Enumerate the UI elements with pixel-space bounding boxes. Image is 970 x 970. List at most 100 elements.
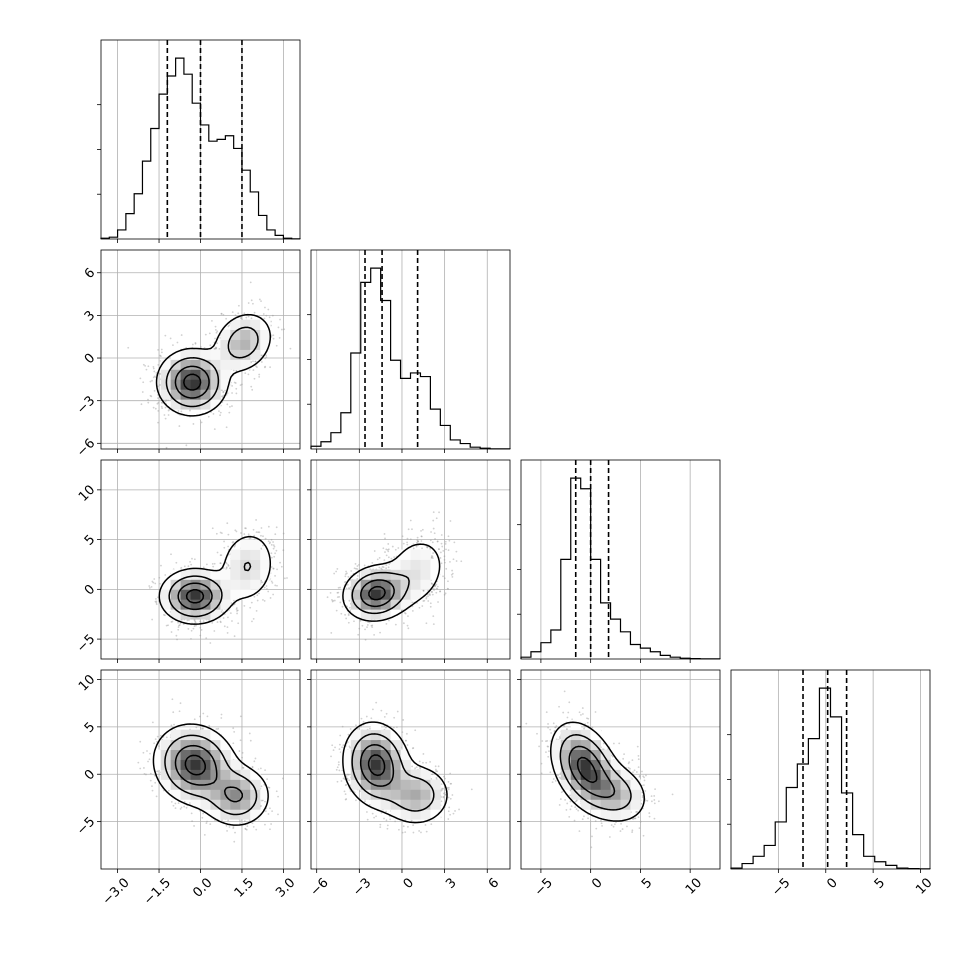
- density-cell: [250, 350, 260, 360]
- sample-point: [224, 390, 226, 392]
- sample-point: [264, 307, 266, 309]
- density-cell: [230, 579, 240, 589]
- density-cell: [250, 579, 260, 589]
- sample-point: [444, 562, 446, 564]
- sample-point: [364, 565, 366, 567]
- sample-point: [272, 582, 274, 584]
- sample-point: [384, 551, 386, 553]
- sample-point: [209, 344, 211, 346]
- density-cell: [250, 569, 260, 579]
- sample-point: [330, 632, 332, 634]
- sample-point: [154, 390, 156, 392]
- sample-point: [451, 576, 453, 578]
- sample-point: [195, 625, 197, 627]
- sample-point: [358, 564, 360, 566]
- sample-point: [251, 602, 253, 604]
- sample-point: [378, 567, 380, 569]
- sample-point: [273, 556, 275, 558]
- sample-point: [385, 567, 387, 569]
- sample-point: [258, 531, 260, 533]
- sample-point: [151, 586, 153, 588]
- sample-point: [264, 366, 266, 368]
- density-cell: [381, 569, 391, 579]
- sample-point: [227, 564, 229, 566]
- sample-point: [272, 594, 274, 596]
- sample-point: [444, 555, 446, 557]
- sample-point: [403, 622, 405, 624]
- sample-point: [226, 522, 228, 524]
- sample-point: [384, 533, 386, 535]
- sample-point: [284, 577, 286, 579]
- sample-point: [269, 316, 271, 318]
- sample-point: [165, 418, 167, 420]
- sample-point: [256, 366, 258, 368]
- sample-point: [290, 348, 292, 350]
- sample-point: [155, 408, 157, 410]
- sample-point: [147, 399, 149, 401]
- sample-point: [374, 550, 376, 552]
- sample-point: [180, 622, 182, 624]
- sample-point: [286, 577, 288, 579]
- sample-point: [417, 537, 419, 539]
- sample-point: [373, 634, 375, 636]
- sample-point: [232, 542, 234, 544]
- sample-point: [201, 422, 203, 424]
- sample-point: [385, 549, 387, 551]
- sample-point: [423, 600, 425, 602]
- sample-point: [444, 594, 446, 596]
- sample-point: [405, 613, 407, 615]
- sample-point: [333, 573, 335, 575]
- sample-point: [228, 324, 230, 326]
- sample-point: [212, 566, 214, 568]
- density-cell: [420, 550, 430, 560]
- sample-point: [146, 369, 148, 371]
- sample-point: [441, 543, 443, 545]
- sample-point: [266, 588, 268, 590]
- sample-point: [216, 342, 218, 344]
- sample-point: [227, 626, 229, 628]
- sample-point: [180, 567, 182, 569]
- sample-point: [430, 602, 432, 604]
- sample-point: [448, 535, 450, 537]
- sample-point: [195, 342, 197, 344]
- sample-point: [142, 381, 144, 383]
- sample-point: [177, 622, 179, 624]
- sample-point: [155, 598, 157, 600]
- sample-point: [450, 520, 452, 522]
- sample-point: [157, 397, 159, 399]
- sample-point: [268, 526, 270, 528]
- sample-point: [248, 316, 250, 318]
- sample-point: [161, 351, 163, 353]
- sample-point: [190, 638, 192, 640]
- sample-point: [382, 566, 384, 568]
- sample-point: [432, 615, 434, 617]
- sample-point: [158, 745, 160, 747]
- sample-point: [252, 360, 254, 362]
- sample-point: [248, 373, 250, 375]
- density-cell: [220, 569, 230, 579]
- sample-point: [435, 592, 437, 594]
- density-cell: [191, 579, 201, 589]
- density-cell: [191, 599, 201, 609]
- sample-point: [202, 713, 204, 715]
- sample-point: [139, 378, 141, 380]
- panel-1-0-density: [127, 282, 291, 449]
- sample-point: [150, 395, 152, 397]
- density-cell: [411, 550, 421, 560]
- sample-point: [344, 575, 346, 577]
- sample-point: [444, 577, 446, 579]
- sample-point: [452, 573, 454, 575]
- sample-point: [433, 528, 435, 530]
- sample-point: [148, 585, 150, 587]
- sample-point: [188, 565, 190, 567]
- sample-point: [206, 563, 208, 565]
- density-cell: [371, 599, 381, 609]
- sample-point: [335, 571, 337, 573]
- sample-point: [451, 570, 453, 572]
- sample-point: [344, 614, 346, 616]
- sample-point: [234, 529, 236, 531]
- sample-point: [240, 532, 242, 534]
- sample-point: [161, 406, 163, 408]
- sample-point: [244, 372, 246, 374]
- sample-point: [453, 541, 455, 543]
